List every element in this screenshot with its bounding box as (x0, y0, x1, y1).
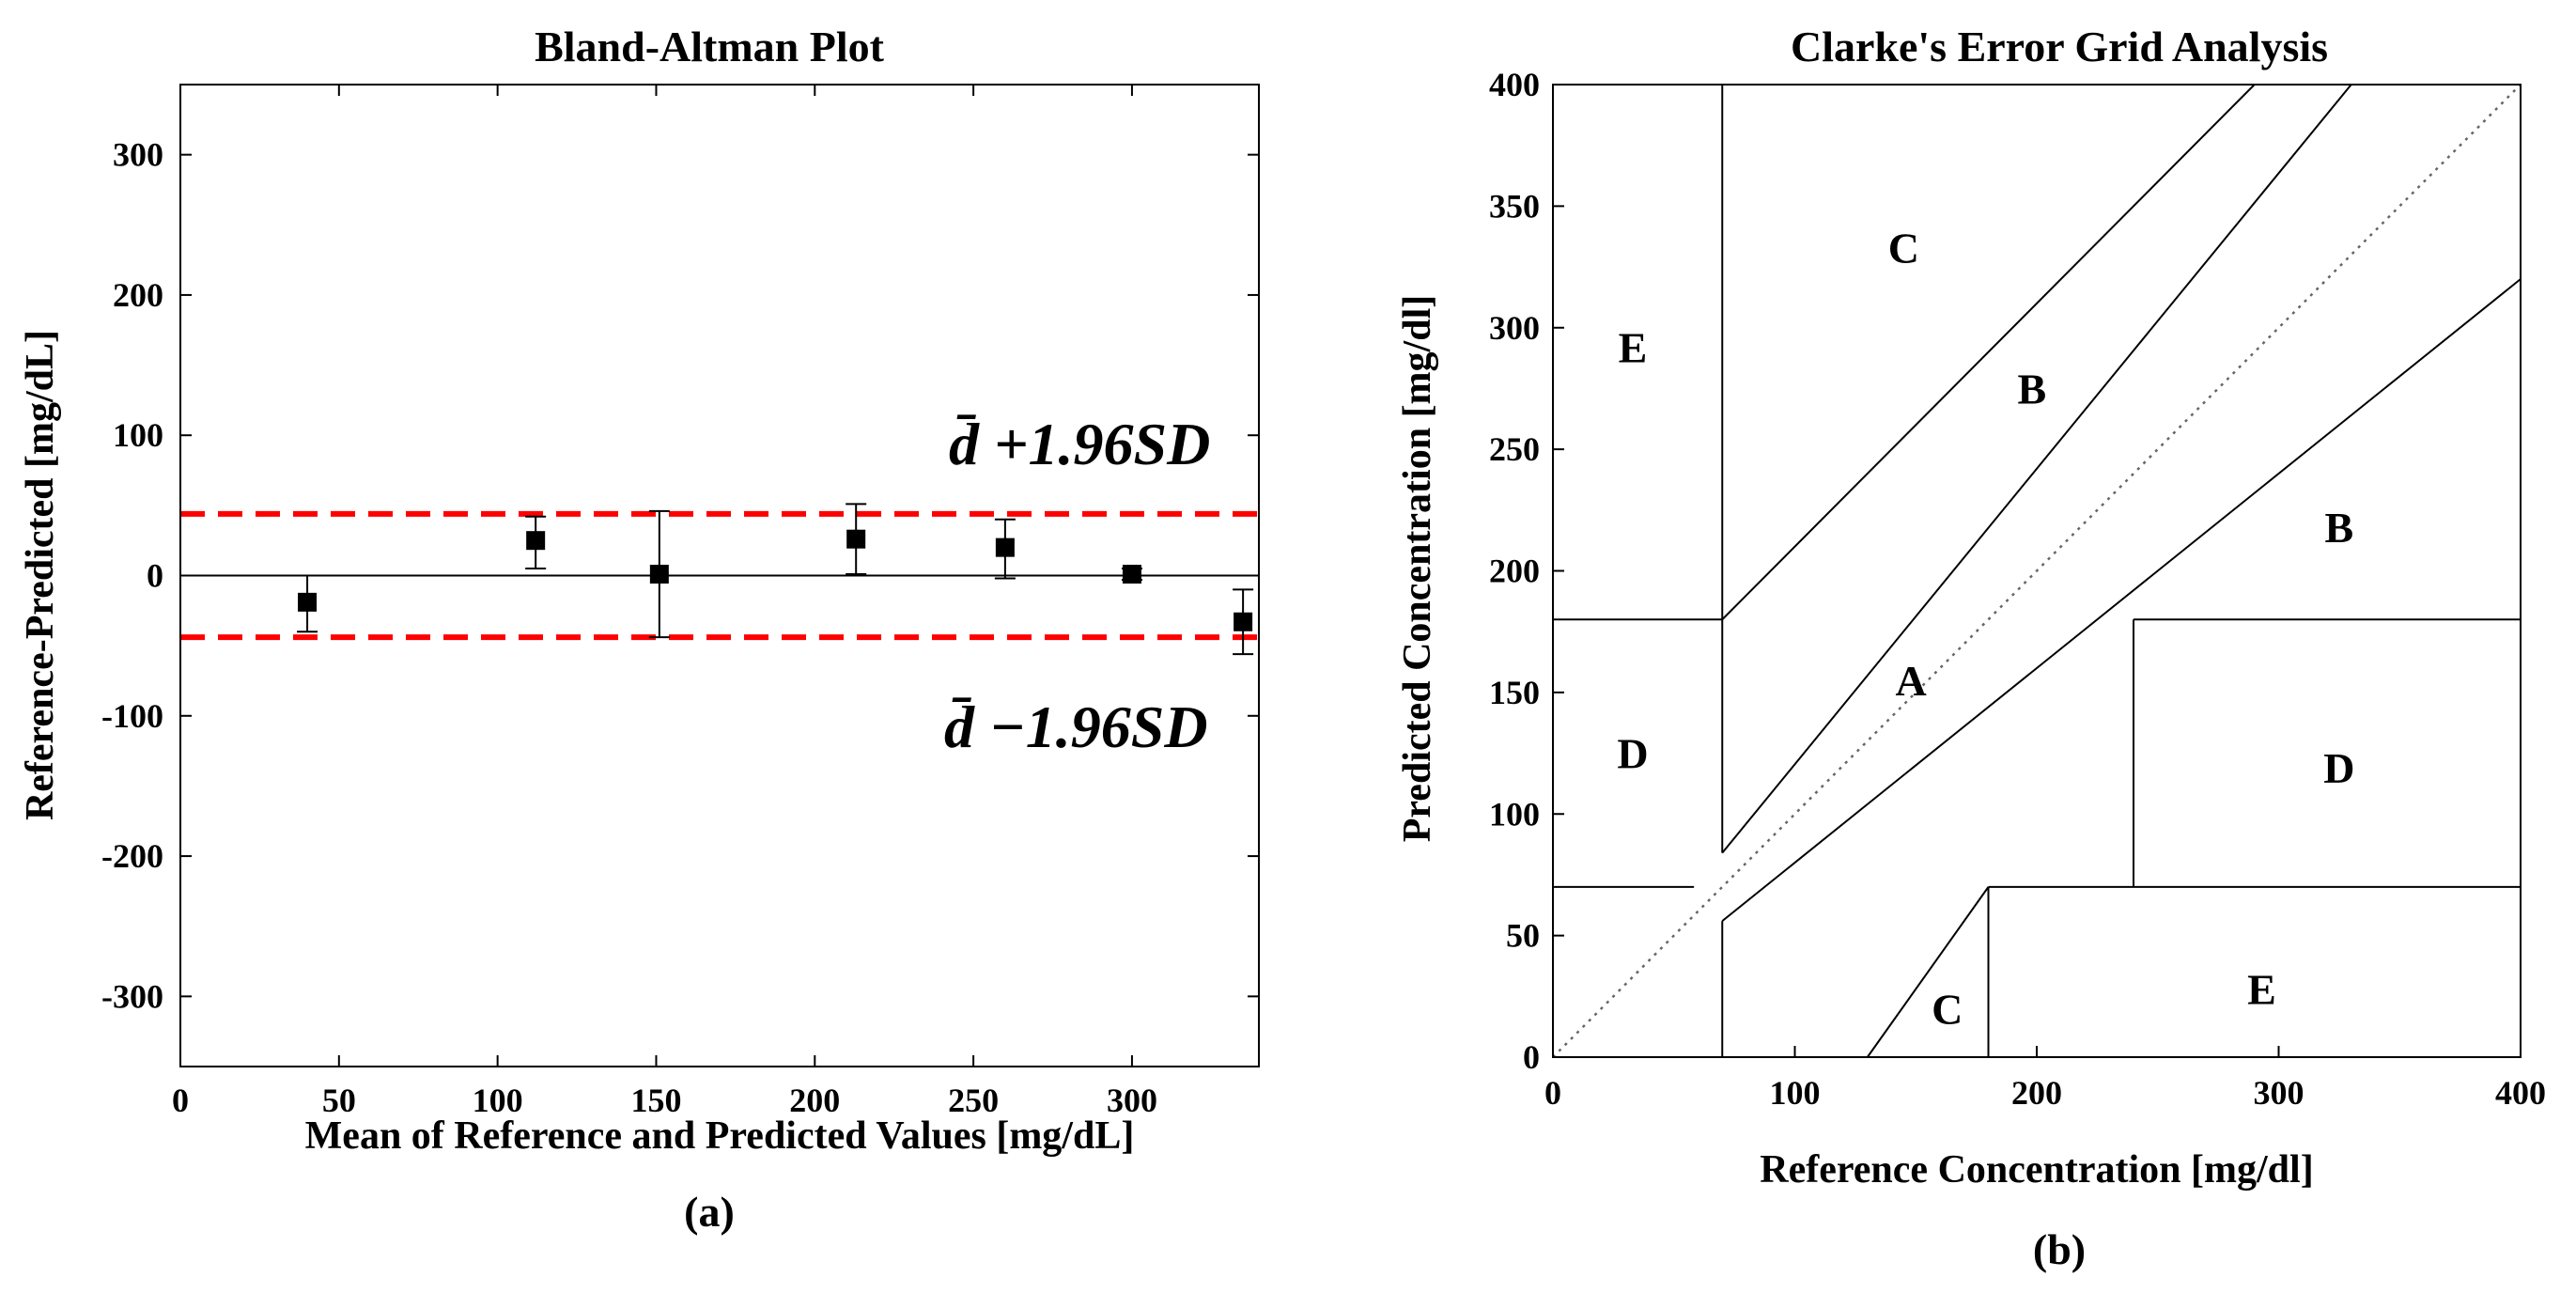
zone-label-e: E (1619, 323, 1648, 371)
x-tick-label: 200 (2011, 1074, 2062, 1112)
y-tick-label: 200 (1489, 553, 1540, 590)
clarke-frame (1552, 84, 2522, 1058)
y-tick-label: -200 (101, 837, 163, 875)
panel-label-b: (b) (2033, 1225, 2086, 1273)
zone-label-d: D (1617, 730, 1648, 778)
bland-altman-panel: Bland-Altman Plot 0 50 100 150 200 250 300 -300… (19, 23, 1260, 1236)
zone-label-b: B (2325, 504, 2354, 552)
clarke-title: Clarke's Error Grid Analysis (1791, 23, 2328, 70)
bland-altman-xlabel: Mean of Reference and Predicted Values [… (305, 1114, 1135, 1158)
point-marker (526, 531, 546, 551)
y-tick-label: 0 (1523, 1038, 1540, 1076)
data-point (648, 509, 670, 639)
y-tick-label: 250 (1489, 430, 1540, 468)
x-tick-label: 300 (2254, 1074, 2304, 1112)
zone-label-b: B (2018, 365, 2047, 413)
x-tick-label: 0 (1544, 1074, 1561, 1112)
lower-limit-label: d̄ −1.96SD (944, 693, 1208, 760)
x-tick-label: 250 (948, 1082, 999, 1119)
zone-boundary (1721, 84, 2352, 854)
data-point (297, 574, 318, 633)
point-marker (298, 592, 318, 612)
y-tick-label: 350 (1489, 187, 1540, 225)
clarke-xlabel: Reference Concentration [mg/dl] (1760, 1148, 2313, 1192)
point-marker (649, 565, 669, 584)
bland-altman-title: Bland-Altman Plot (535, 23, 885, 70)
y-tick-label: 150 (1489, 674, 1540, 711)
bland-altman-frame (179, 84, 1260, 1067)
data-point (1233, 588, 1254, 656)
zone-label-a: A (1895, 657, 1926, 705)
data-points (297, 503, 1254, 656)
x-tick-label: 300 (1107, 1082, 1157, 1119)
limit-lines (180, 510, 1259, 641)
point-marker (846, 529, 866, 549)
y-tick-label: -300 (101, 977, 163, 1015)
x-tick-label: 150 (630, 1082, 681, 1119)
clarke-error-grid-panel: Clarke's Error Grid Analysis 0 100 200 300 4… (1396, 23, 2546, 1273)
zone-label-e: E (2247, 966, 2276, 1014)
bland-altman-ticks: 0 50 100 150 200 250 300 -300 -200 -100 0 100 200 300 (101, 85, 1259, 1119)
data-point (525, 515, 547, 570)
upper-limit-label: d̄ +1.96SD (949, 411, 1210, 477)
y-tick-label: -100 (101, 697, 163, 735)
bland-altman-ylabel: Reference-Predicted [mg/dL] (19, 330, 62, 820)
y-tick-label: 200 (113, 276, 163, 314)
identity-diagonal (1552, 84, 2522, 1058)
data-point (994, 518, 1016, 580)
clarke-ticks: 0 100 200 300 400 0 50 100 150 200 250 300 350 400 (1489, 66, 2546, 1112)
zone-boundary (1866, 886, 1990, 1058)
x-tick-label: 0 (172, 1082, 189, 1119)
y-tick-label: 0 (147, 557, 163, 595)
data-point (846, 503, 867, 576)
zone-boundary (1721, 84, 2256, 620)
y-tick-label: 100 (1489, 795, 1540, 833)
x-tick-label: 100 (473, 1082, 523, 1119)
x-tick-label: 100 (1770, 1074, 1821, 1112)
zone-boundaries (1552, 84, 2522, 1058)
y-tick-label: 50 (1506, 917, 1540, 955)
point-marker (1122, 565, 1141, 584)
y-tick-label: 300 (1489, 309, 1540, 347)
data-point (1121, 565, 1142, 584)
clarke-ylabel: Predicted Concentration [mg/dl] (1396, 295, 1439, 842)
point-marker (995, 537, 1015, 557)
zone-boundary (1721, 278, 2522, 922)
x-tick-label: 400 (2495, 1074, 2546, 1112)
zone-label-d: D (2323, 744, 2354, 792)
panel-label-a: (a) (684, 1188, 735, 1236)
x-tick-label: 200 (789, 1082, 840, 1119)
zone-labels: A B B C C D D E E (1617, 224, 2354, 1033)
y-tick-label: 400 (1489, 66, 1540, 103)
x-tick-label: 50 (322, 1082, 356, 1119)
zone-label-c: C (1888, 224, 1919, 272)
zone-label-c: C (1932, 985, 1963, 1033)
y-tick-label: 300 (113, 136, 163, 174)
point-marker (1234, 612, 1253, 631)
y-tick-label: 100 (113, 416, 163, 454)
